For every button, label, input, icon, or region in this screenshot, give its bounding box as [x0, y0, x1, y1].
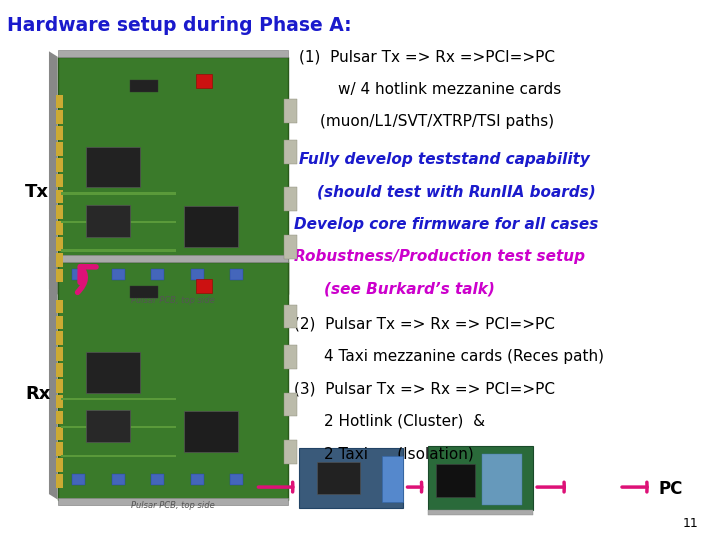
Bar: [428, 510, 533, 515]
Bar: [61, 426, 176, 428]
Bar: [428, 446, 533, 510]
Polygon shape: [49, 256, 58, 500]
Bar: [56, 237, 63, 251]
Bar: [61, 455, 176, 457]
Bar: [191, 475, 204, 485]
FancyArrowPatch shape: [78, 267, 96, 292]
Bar: [196, 74, 212, 87]
Bar: [56, 395, 63, 408]
Bar: [56, 111, 63, 124]
Bar: [58, 255, 288, 262]
Bar: [56, 427, 63, 440]
Text: 2 Hotlink (Cluster)  &: 2 Hotlink (Cluster) &: [324, 414, 485, 429]
Bar: [56, 190, 63, 203]
Text: Fully develop teststand capability: Fully develop teststand capability: [299, 152, 590, 167]
Bar: [86, 410, 130, 442]
Bar: [61, 249, 176, 252]
Bar: [184, 206, 238, 247]
Text: PC: PC: [659, 480, 683, 498]
Bar: [58, 57, 288, 294]
Bar: [196, 279, 212, 293]
Text: (3)  Pulsar Tx => Rx => PCI=>PC: (3) Pulsar Tx => Rx => PCI=>PC: [294, 381, 554, 396]
Text: (should test with RunIIA boards): (should test with RunIIA boards): [317, 184, 595, 199]
Text: Pulsar PCB, top side: Pulsar PCB, top side: [131, 296, 215, 305]
Bar: [230, 269, 243, 280]
Text: Tx: Tx: [25, 183, 49, 201]
Bar: [56, 332, 63, 345]
Text: (muon/L1/SVT/XTRP/TSI paths): (muon/L1/SVT/XTRP/TSI paths): [320, 114, 554, 129]
Bar: [184, 411, 238, 452]
Bar: [284, 440, 297, 464]
Bar: [112, 269, 125, 280]
Bar: [151, 269, 164, 280]
Text: Robustness/Production test setup: Robustness/Production test setup: [294, 249, 585, 264]
Bar: [284, 140, 297, 164]
Bar: [56, 458, 63, 472]
Text: (1)  Pulsar Tx => Rx =>PCI=>PC: (1) Pulsar Tx => Rx =>PCI=>PC: [299, 49, 555, 64]
Text: Hardware setup during Phase A:: Hardware setup during Phase A:: [7, 16, 352, 35]
Text: Pulsar PCB, top side: Pulsar PCB, top side: [131, 501, 215, 510]
Bar: [56, 158, 63, 172]
Bar: [112, 475, 125, 485]
Bar: [56, 316, 63, 329]
Bar: [284, 305, 297, 328]
Bar: [482, 454, 522, 505]
Text: Develop core firmware for all cases: Develop core firmware for all cases: [294, 217, 598, 232]
Bar: [86, 205, 130, 237]
Text: 11: 11: [683, 517, 698, 530]
Bar: [56, 253, 63, 267]
Bar: [56, 269, 63, 282]
Bar: [436, 464, 475, 497]
Polygon shape: [49, 51, 58, 294]
Bar: [72, 475, 85, 485]
Bar: [56, 300, 63, 313]
Bar: [61, 192, 176, 194]
Bar: [86, 147, 140, 187]
Bar: [56, 206, 63, 219]
Bar: [56, 174, 63, 187]
Bar: [56, 474, 63, 488]
Bar: [151, 475, 164, 485]
Bar: [299, 448, 403, 508]
Bar: [61, 397, 176, 400]
Bar: [58, 262, 288, 500]
Bar: [56, 379, 63, 393]
Text: 4 Taxi mezzanine cards (Reces path): 4 Taxi mezzanine cards (Reces path): [324, 349, 604, 364]
Bar: [284, 393, 297, 416]
Bar: [86, 352, 140, 393]
Bar: [130, 286, 158, 298]
Bar: [382, 456, 403, 502]
Bar: [56, 411, 63, 424]
Bar: [317, 462, 360, 494]
Text: (2)  Pulsar Tx => Rx => PCI=>PC: (2) Pulsar Tx => Rx => PCI=>PC: [294, 316, 554, 332]
Bar: [61, 221, 176, 223]
Bar: [56, 363, 63, 377]
Bar: [56, 94, 63, 108]
Bar: [284, 99, 297, 123]
Bar: [56, 347, 63, 361]
Bar: [56, 221, 63, 235]
Bar: [284, 345, 297, 369]
Bar: [284, 187, 297, 211]
Text: Rx: Rx: [25, 385, 50, 403]
Bar: [56, 442, 63, 456]
Bar: [58, 50, 288, 57]
Text: 2 Taxi      (Isolation): 2 Taxi (Isolation): [324, 446, 474, 461]
Bar: [191, 269, 204, 280]
Bar: [58, 498, 288, 505]
Bar: [56, 142, 63, 156]
Bar: [58, 293, 288, 300]
Text: w/ 4 hotlink mezzanine cards: w/ 4 hotlink mezzanine cards: [338, 82, 562, 97]
Text: (see Burkard’s talk): (see Burkard’s talk): [324, 281, 495, 296]
Bar: [284, 235, 297, 259]
Bar: [230, 475, 243, 485]
Bar: [56, 126, 63, 140]
Bar: [72, 269, 85, 280]
Bar: [130, 80, 158, 92]
